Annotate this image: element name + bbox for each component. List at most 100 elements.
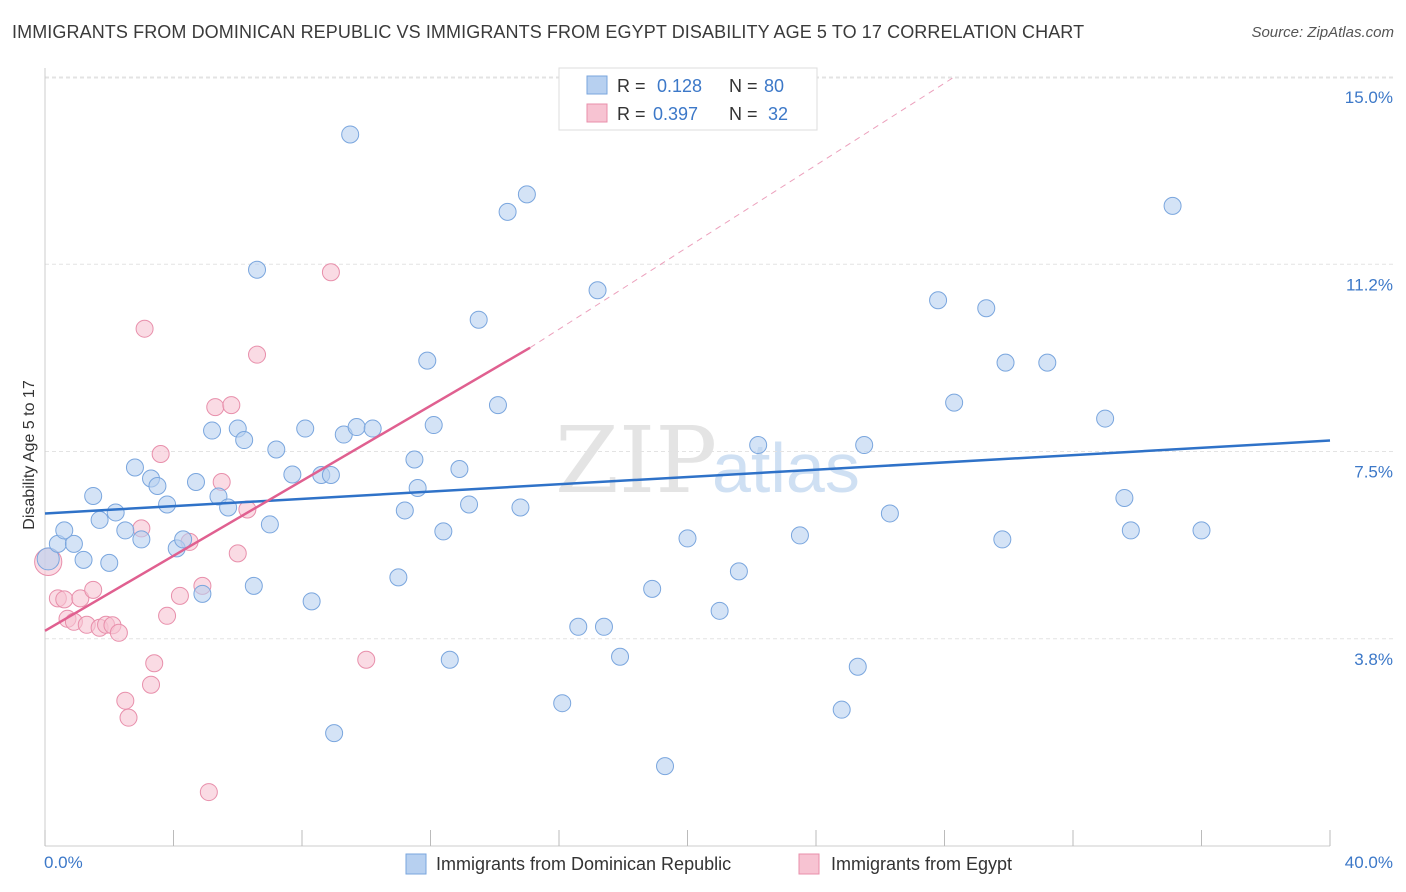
dominican-point (611, 647, 630, 666)
dominican-point (424, 416, 443, 435)
dominican-point (1192, 521, 1211, 540)
legend-n-label-blue: N = (729, 76, 758, 96)
dominican-point (678, 529, 697, 548)
dominican-point (996, 353, 1015, 372)
gridlines (45, 76, 1393, 640)
legend-n-value-pink: 32 (768, 104, 788, 124)
dominican-point (569, 617, 588, 636)
watermark-zip: ZIP (555, 407, 717, 514)
dominican-point (511, 498, 530, 517)
egypt-point (145, 654, 164, 673)
dominican-point (1121, 521, 1140, 540)
dominican-point (125, 458, 144, 477)
dominican-point (929, 291, 948, 310)
dominican-trend-line (44, 439, 1331, 515)
egypt-trend-line (44, 346, 531, 632)
dominican-point (553, 694, 572, 713)
egypt-point (248, 345, 267, 364)
egypt-point (222, 396, 241, 415)
trend-lines (44, 76, 1331, 632)
dominican-point (74, 550, 93, 569)
x-ticks (44, 830, 1331, 846)
egypt-point (199, 783, 218, 802)
legend-n-value-blue: 80 (764, 76, 784, 96)
dominican-point (395, 501, 414, 520)
dominican-point (341, 125, 360, 144)
egypt-point (109, 623, 128, 642)
dominican-point (389, 568, 408, 587)
dominican-point (248, 260, 267, 279)
dominican-point (55, 521, 74, 540)
dominican-point (148, 476, 167, 495)
y-tick-labels: 15.0% 11.2% 7.5% 3.8% (1345, 88, 1393, 669)
dominican-point (132, 530, 151, 549)
dominican-point (283, 465, 302, 484)
legend-r-label-blue: R = (617, 76, 646, 96)
egypt-point (116, 691, 135, 710)
egypt-point (321, 263, 340, 282)
dominican-point (855, 436, 874, 455)
egypt-point (142, 675, 161, 694)
dominican-point (498, 202, 517, 221)
dominican-point (116, 521, 135, 540)
chart-title: IMMIGRANTS FROM DOMINICAN REPUBLIC VS IM… (12, 22, 1085, 42)
dominican-point (848, 657, 867, 676)
legend-swatch-pink (586, 103, 608, 123)
y-tick-label: 7.5% (1354, 463, 1393, 482)
dominican-point (440, 650, 459, 669)
egypt-points (34, 263, 376, 802)
egypt-point (55, 590, 74, 609)
dominican-point (296, 419, 315, 438)
egypt-point (158, 606, 177, 625)
x-tick-label-start: 0.0% (44, 853, 83, 872)
dominican-point (434, 522, 453, 541)
legend-swatch-blue (586, 75, 608, 95)
dominican-point (174, 530, 193, 549)
dominican-point (203, 421, 222, 440)
egypt-point (135, 319, 154, 338)
dominican-point (880, 504, 899, 523)
y-tick-label: 11.2% (1346, 275, 1393, 294)
x-tick-label-end: 40.0% (1345, 853, 1393, 872)
top-legend: R = 0.128 N = 80 R = 0.397 N = 32 (558, 67, 818, 131)
legend-r-value-blue: 0.128 (657, 76, 702, 96)
dominican-point (302, 592, 321, 611)
dominican-point (1115, 488, 1134, 507)
dominican-point (729, 562, 748, 581)
egypt-point (71, 589, 90, 608)
dominican-point (945, 393, 964, 412)
dominican-point (418, 351, 437, 370)
dominican-point (260, 515, 279, 534)
bottom-legend-label-blue: Immigrants from Dominican Republic (436, 854, 731, 874)
dominican-point (100, 553, 119, 572)
dominican-point (710, 601, 729, 620)
dominican-point (321, 465, 340, 484)
egypt-point (357, 650, 376, 669)
dominican-point (267, 440, 286, 459)
dominican-point (325, 724, 344, 743)
dominican-point (749, 436, 768, 455)
dominican-point (832, 700, 851, 719)
dominican-point (36, 547, 60, 571)
dominican-point (405, 450, 424, 469)
dominican-point (656, 757, 675, 776)
dominican-point (90, 510, 109, 529)
dominican-point (106, 503, 125, 522)
egypt-point (151, 445, 170, 464)
legend-r-value-pink: 0.397 (653, 104, 698, 124)
egypt-point (170, 586, 189, 605)
dominican-point (450, 460, 469, 479)
dominican-point (460, 495, 479, 514)
egypt-point (228, 544, 247, 563)
y-tick-label: 15.0% (1345, 88, 1393, 107)
egypt-trend-extension (529, 76, 955, 349)
dominican-point (235, 431, 254, 450)
source-credit: Source: ZipAtlas.com (1251, 24, 1394, 41)
dominican-point (517, 185, 536, 204)
bottom-legend-label-pink: Immigrants from Egypt (831, 854, 1012, 874)
dominican-point (408, 478, 427, 497)
egypt-point (84, 580, 103, 599)
dominican-point (1038, 353, 1057, 372)
bottom-legend: Immigrants from Dominican Republic Immig… (405, 853, 1012, 875)
